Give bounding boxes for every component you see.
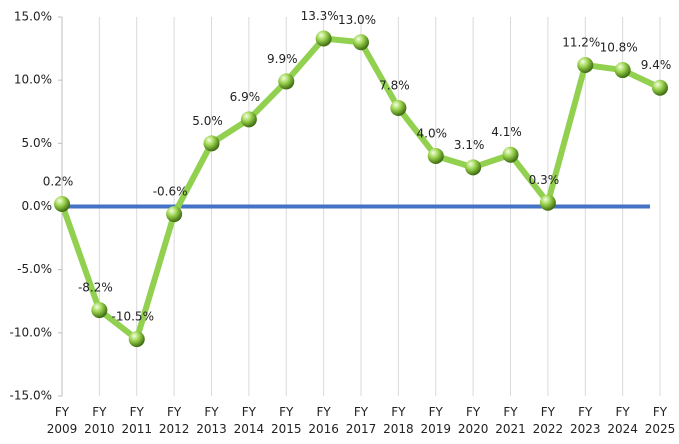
x-tick-label: FY 2010 xyxy=(84,405,115,436)
data-label: 13.3% xyxy=(301,9,339,23)
data-label: 0.2% xyxy=(43,174,74,188)
y-tick-label: -15.0% xyxy=(10,389,52,403)
data-label: -10.5% xyxy=(112,310,154,324)
point xyxy=(91,302,108,319)
point xyxy=(166,206,183,223)
data-label: 5.0% xyxy=(192,114,223,128)
x-tick-label: FY 2022 xyxy=(532,405,564,436)
point xyxy=(390,99,407,116)
y-tick-label: -10.0% xyxy=(10,325,52,339)
y-tick-label: 5.0% xyxy=(22,136,53,150)
point xyxy=(278,73,295,90)
data-label: 7.8% xyxy=(379,78,410,92)
data-label: 0.3% xyxy=(529,173,560,187)
x-tick-label: FY 2024 xyxy=(607,405,638,436)
data-label: 4.0% xyxy=(417,126,448,140)
x-tick-label: FY 2011 xyxy=(121,405,153,436)
x-tick-label: FY 2018 xyxy=(383,405,414,436)
point xyxy=(315,30,332,47)
point xyxy=(502,146,519,163)
data-label: 3.1% xyxy=(454,138,485,152)
point xyxy=(203,135,220,152)
data-label: 10.8% xyxy=(600,41,638,55)
point xyxy=(128,331,145,348)
y-tick-label: -5.0% xyxy=(17,262,52,276)
point xyxy=(240,111,257,128)
x-tick-label: FY 2023 xyxy=(569,405,601,436)
data-label: -8.2% xyxy=(78,281,113,295)
x-tick-label: FY 2020 xyxy=(457,405,489,436)
data-label: 4.1% xyxy=(491,125,522,139)
point xyxy=(465,159,482,176)
x-tick-label: FY 2015 xyxy=(270,405,302,436)
point xyxy=(427,147,444,164)
point xyxy=(652,79,668,96)
x-tick-label: FY 2017 xyxy=(345,405,377,436)
data-label: 9.9% xyxy=(267,52,298,66)
data-label: 11.2% xyxy=(562,36,600,50)
x-tick-label: FY 2021 xyxy=(495,405,526,436)
point xyxy=(54,195,70,212)
x-tick-label: FY 2014 xyxy=(233,405,265,436)
point xyxy=(353,34,369,51)
x-tick-label: FY 2009 xyxy=(46,405,78,436)
data-label: 6.9% xyxy=(230,90,261,104)
data-label: -0.6% xyxy=(153,185,188,199)
y-tick-label: 10.0% xyxy=(14,73,52,87)
x-tick-label: FY 2025 xyxy=(644,405,676,436)
x-tick-label: FY 2012 xyxy=(158,405,190,436)
x-tick-label: FY 2019 xyxy=(420,405,452,436)
point xyxy=(539,194,556,211)
x-tick-label: FY 2013 xyxy=(196,405,227,436)
data-label: 13.0% xyxy=(338,13,376,27)
point xyxy=(614,62,631,79)
y-tick-label: 0.0% xyxy=(22,199,53,213)
data-label: 9.4% xyxy=(641,58,672,72)
x-tick-label: FY 2016 xyxy=(308,405,339,436)
y-tick-label: 15.0% xyxy=(14,10,52,24)
point xyxy=(577,57,594,74)
